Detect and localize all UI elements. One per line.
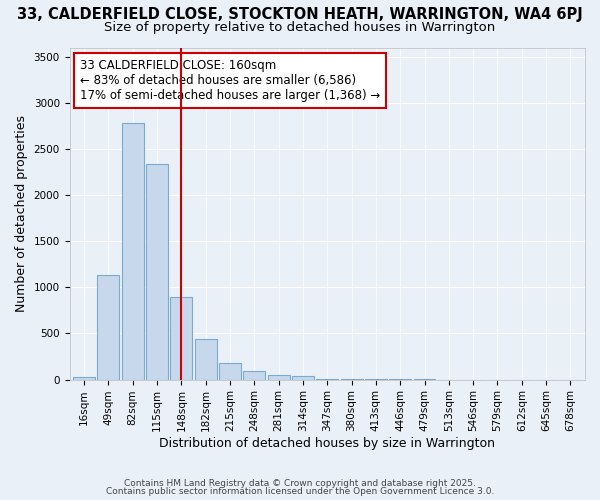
Bar [73,377,95,380]
Text: Contains HM Land Registry data © Crown copyright and database right 2025.: Contains HM Land Registry data © Crown c… [124,478,476,488]
Bar [122,123,143,380]
Text: 33 CALDERFIELD CLOSE: 160sqm
← 83% of detached houses are smaller (6,586)
17% of: 33 CALDERFIELD CLOSE: 160sqm ← 83% of de… [80,59,380,102]
Bar [316,378,338,380]
Text: Size of property relative to detached houses in Warrington: Size of property relative to detached ho… [104,21,496,34]
Bar [170,298,193,380]
Bar [292,376,314,380]
Bar [244,371,265,380]
Bar [195,339,217,380]
Text: Contains public sector information licensed under the Open Government Licence 3.: Contains public sector information licen… [106,487,494,496]
Bar [146,164,168,380]
Bar [97,276,119,380]
Text: 33, CALDERFIELD CLOSE, STOCKTON HEATH, WARRINGTON, WA4 6PJ: 33, CALDERFIELD CLOSE, STOCKTON HEATH, W… [17,8,583,22]
Bar [219,364,241,380]
Y-axis label: Number of detached properties: Number of detached properties [15,115,28,312]
Bar [268,374,290,380]
X-axis label: Distribution of detached houses by size in Warrington: Distribution of detached houses by size … [159,437,495,450]
